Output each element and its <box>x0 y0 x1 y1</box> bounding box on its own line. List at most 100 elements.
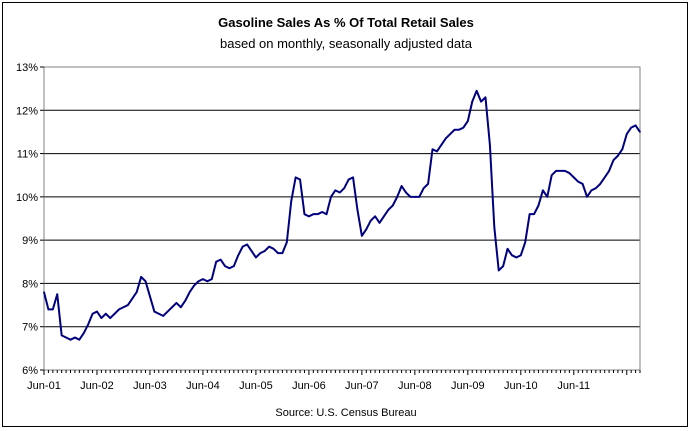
x-tick-label: Jun-06 <box>292 380 326 392</box>
data-point <box>56 293 59 296</box>
data-point <box>69 338 72 341</box>
data-point <box>135 291 138 293</box>
data-point <box>568 172 571 174</box>
data-point <box>255 256 257 259</box>
data-point <box>109 317 112 319</box>
data-point <box>105 312 107 315</box>
data-point <box>502 265 504 267</box>
x-tick-label: Jun-11 <box>557 380 590 392</box>
data-point <box>475 90 478 92</box>
data-point <box>334 189 337 192</box>
data-point <box>219 258 222 261</box>
data-point <box>347 178 350 181</box>
data-point <box>528 213 531 215</box>
data-point <box>462 126 465 129</box>
data-point <box>268 245 270 248</box>
data-point <box>603 176 606 179</box>
series-group <box>43 89 641 341</box>
data-point <box>215 260 217 263</box>
data-point <box>175 302 178 304</box>
data-point <box>237 254 240 257</box>
data-point <box>325 213 328 215</box>
data-point <box>157 312 160 315</box>
data-point <box>202 278 204 280</box>
data-point <box>440 144 443 146</box>
y-axis-ticks: 6% 7% 8% 9% 10% 11% 12% 13% <box>16 62 44 377</box>
data-point <box>383 215 385 218</box>
data-point <box>608 170 610 172</box>
data-point <box>343 187 346 189</box>
data-point <box>162 315 164 317</box>
y-tick-label: 13% <box>16 62 38 74</box>
data-point <box>497 269 500 272</box>
data-point <box>577 180 579 183</box>
data-point <box>542 189 544 192</box>
data-point <box>299 178 301 181</box>
data-point <box>127 304 129 306</box>
chart-title: Gasoline Sales As % Of Total Retail Sale… <box>218 15 474 30</box>
data-point <box>396 196 398 198</box>
data-point <box>630 126 632 129</box>
data-point <box>409 196 412 198</box>
data-point <box>405 191 407 194</box>
data-point <box>550 174 553 177</box>
data-point <box>559 170 562 172</box>
y-tick-label: 9% <box>22 235 38 247</box>
data-point <box>511 254 513 257</box>
data-point <box>263 250 266 252</box>
data-point <box>316 213 319 215</box>
data-point <box>427 183 429 185</box>
data-point <box>493 226 496 228</box>
x-tick-label: Jun-02 <box>80 380 114 392</box>
data-point <box>581 183 584 185</box>
data-point <box>131 297 134 300</box>
data-point <box>74 336 76 339</box>
data-point <box>356 209 359 211</box>
data-point <box>43 291 45 293</box>
x-tick-label: Jun-10 <box>504 380 538 392</box>
data-point <box>197 280 200 283</box>
data-point <box>418 196 421 198</box>
data-point <box>52 308 54 311</box>
data-point <box>374 215 376 218</box>
data-point <box>65 336 67 339</box>
data-point <box>294 176 297 179</box>
data-point <box>564 170 566 172</box>
data-point <box>621 148 624 151</box>
data-point <box>286 241 288 244</box>
data-point <box>210 278 213 280</box>
data-point <box>533 213 535 215</box>
data-point <box>153 310 156 313</box>
data-point <box>414 196 416 198</box>
data-point <box>277 252 279 254</box>
data-point <box>639 131 641 133</box>
data-point <box>250 250 253 252</box>
data-point <box>113 312 116 315</box>
data-point <box>520 254 522 257</box>
data-point <box>330 196 332 198</box>
data-point <box>369 219 372 222</box>
data-point <box>321 211 323 213</box>
data-point <box>82 332 85 335</box>
data-point <box>506 248 509 250</box>
data-point <box>140 276 142 278</box>
data-point <box>586 196 588 198</box>
data-point <box>312 213 315 215</box>
data-point <box>431 148 434 151</box>
data-point <box>122 306 125 309</box>
data-point <box>149 295 151 298</box>
x-tick-label: Jun-09 <box>451 380 485 392</box>
data-point <box>91 312 94 315</box>
data-point <box>87 323 89 326</box>
data-point <box>515 256 518 259</box>
x-tick-label: Jun-08 <box>398 380 432 392</box>
chart-source: Source: U.S. Census Bureau <box>275 407 417 419</box>
x-tick-label: Jun-04 <box>186 380 220 392</box>
y-tick-label: 12% <box>16 105 38 117</box>
data-point <box>634 124 637 127</box>
data-point <box>206 280 209 283</box>
data-point <box>338 191 341 194</box>
data-point <box>184 299 187 302</box>
y-tick-label: 10% <box>16 192 38 204</box>
